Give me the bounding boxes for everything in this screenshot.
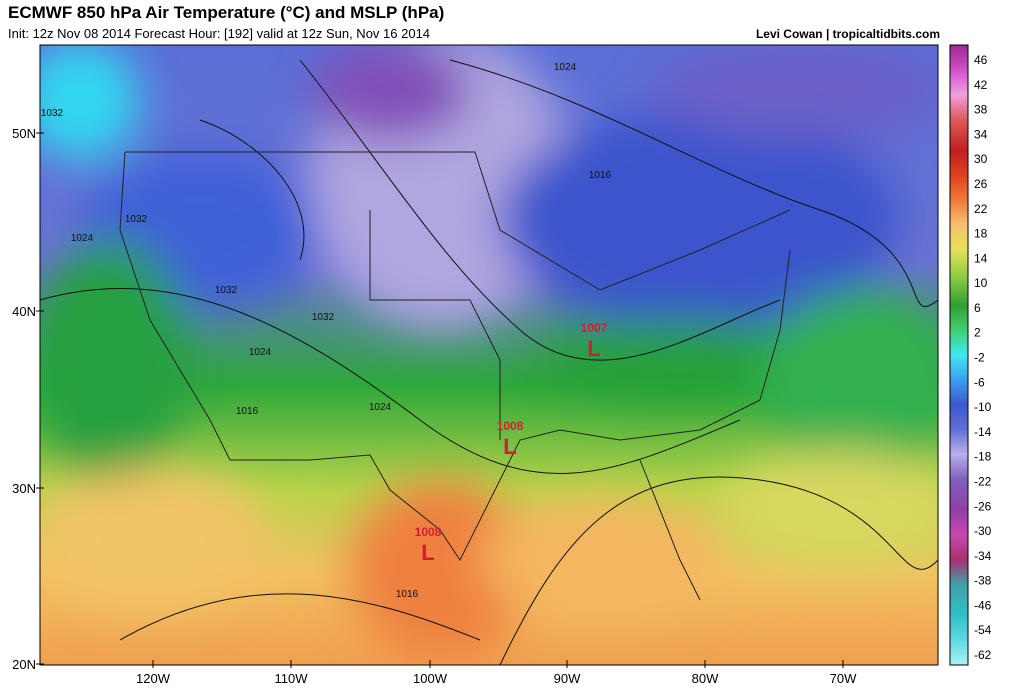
colorbar-label: -54: [974, 623, 992, 637]
colorbar-label: -22: [974, 474, 992, 488]
colorbar-label: 26: [974, 177, 988, 191]
colorbar-label: -6: [974, 375, 985, 389]
colorbar-label: 34: [974, 127, 988, 141]
lat-label: 20N: [12, 657, 36, 672]
isobar-label: 1016: [236, 406, 259, 417]
lon-label: 70W: [830, 671, 857, 686]
low-pressure: 1008: [415, 525, 442, 539]
isobar-label: 1024: [554, 62, 577, 73]
colorbar: [949, 44, 969, 666]
colorbar-label: 46: [974, 53, 988, 67]
low-symbol: L: [421, 540, 434, 565]
isobar-label: 1024: [249, 347, 272, 358]
lat-label: 30N: [12, 481, 36, 496]
colorbar-label: -38: [974, 574, 992, 588]
isobar-label: 1016: [396, 589, 419, 600]
colorbar-label: 18: [974, 227, 988, 241]
colorbar-label: -62: [974, 648, 992, 662]
lat-label: 50N: [12, 126, 36, 141]
isobar-label: 1024: [369, 402, 392, 413]
low-pressure: 1007: [581, 321, 608, 335]
isobar-label: 1032: [215, 285, 238, 296]
isobar-label: 1032: [125, 214, 148, 225]
isobar-label: 1032: [312, 312, 335, 323]
colorbar-label: 42: [974, 78, 988, 92]
lon-label: 120W: [136, 671, 171, 686]
low-symbol: L: [587, 336, 600, 361]
temperature-field: [40, 45, 938, 665]
lon-label: 80W: [692, 671, 719, 686]
colorbar-label: -14: [974, 425, 992, 439]
isobar-label: 1024: [71, 233, 94, 244]
isobar-label: 1016: [589, 170, 612, 181]
colorbar-label: -34: [974, 549, 992, 563]
colorbar-label: -26: [974, 499, 992, 513]
low-pressure: 1008: [497, 419, 524, 433]
colorbar-label: 6: [974, 301, 981, 315]
isobar-label: 1032: [41, 108, 64, 119]
subtitle: Init: 12z Nov 08 2014 Forecast Hour: [19…: [8, 26, 431, 41]
isobars: [40, 59, 938, 665]
colorbar-label: -2: [974, 351, 985, 365]
borders: [119, 151, 791, 601]
colorbar-label: -46: [974, 598, 992, 612]
colorbar-label: 22: [974, 202, 988, 216]
lon-label: 110W: [275, 671, 309, 686]
title: ECMWF 850 hPa Air Temperature (°C) and M…: [8, 3, 445, 22]
lon-label: 90W: [554, 671, 581, 686]
lon-label: 100W: [413, 671, 448, 686]
colorbar-label: 2: [974, 326, 981, 340]
colorbar-label: 38: [974, 103, 988, 117]
lat-label: 40N: [12, 304, 36, 319]
low-symbol: L: [503, 434, 516, 459]
colorbar-label: 10: [974, 276, 988, 290]
colorbar-label: -10: [974, 400, 992, 414]
colorbar-label: 30: [974, 152, 988, 166]
colorbar-label: -30: [974, 524, 992, 538]
colorbar-label: 14: [974, 251, 988, 265]
map-frame: [39, 44, 939, 666]
credit: Levi Cowan | tropicaltidbits.com: [755, 27, 940, 41]
colorbar-label: -18: [974, 450, 992, 464]
